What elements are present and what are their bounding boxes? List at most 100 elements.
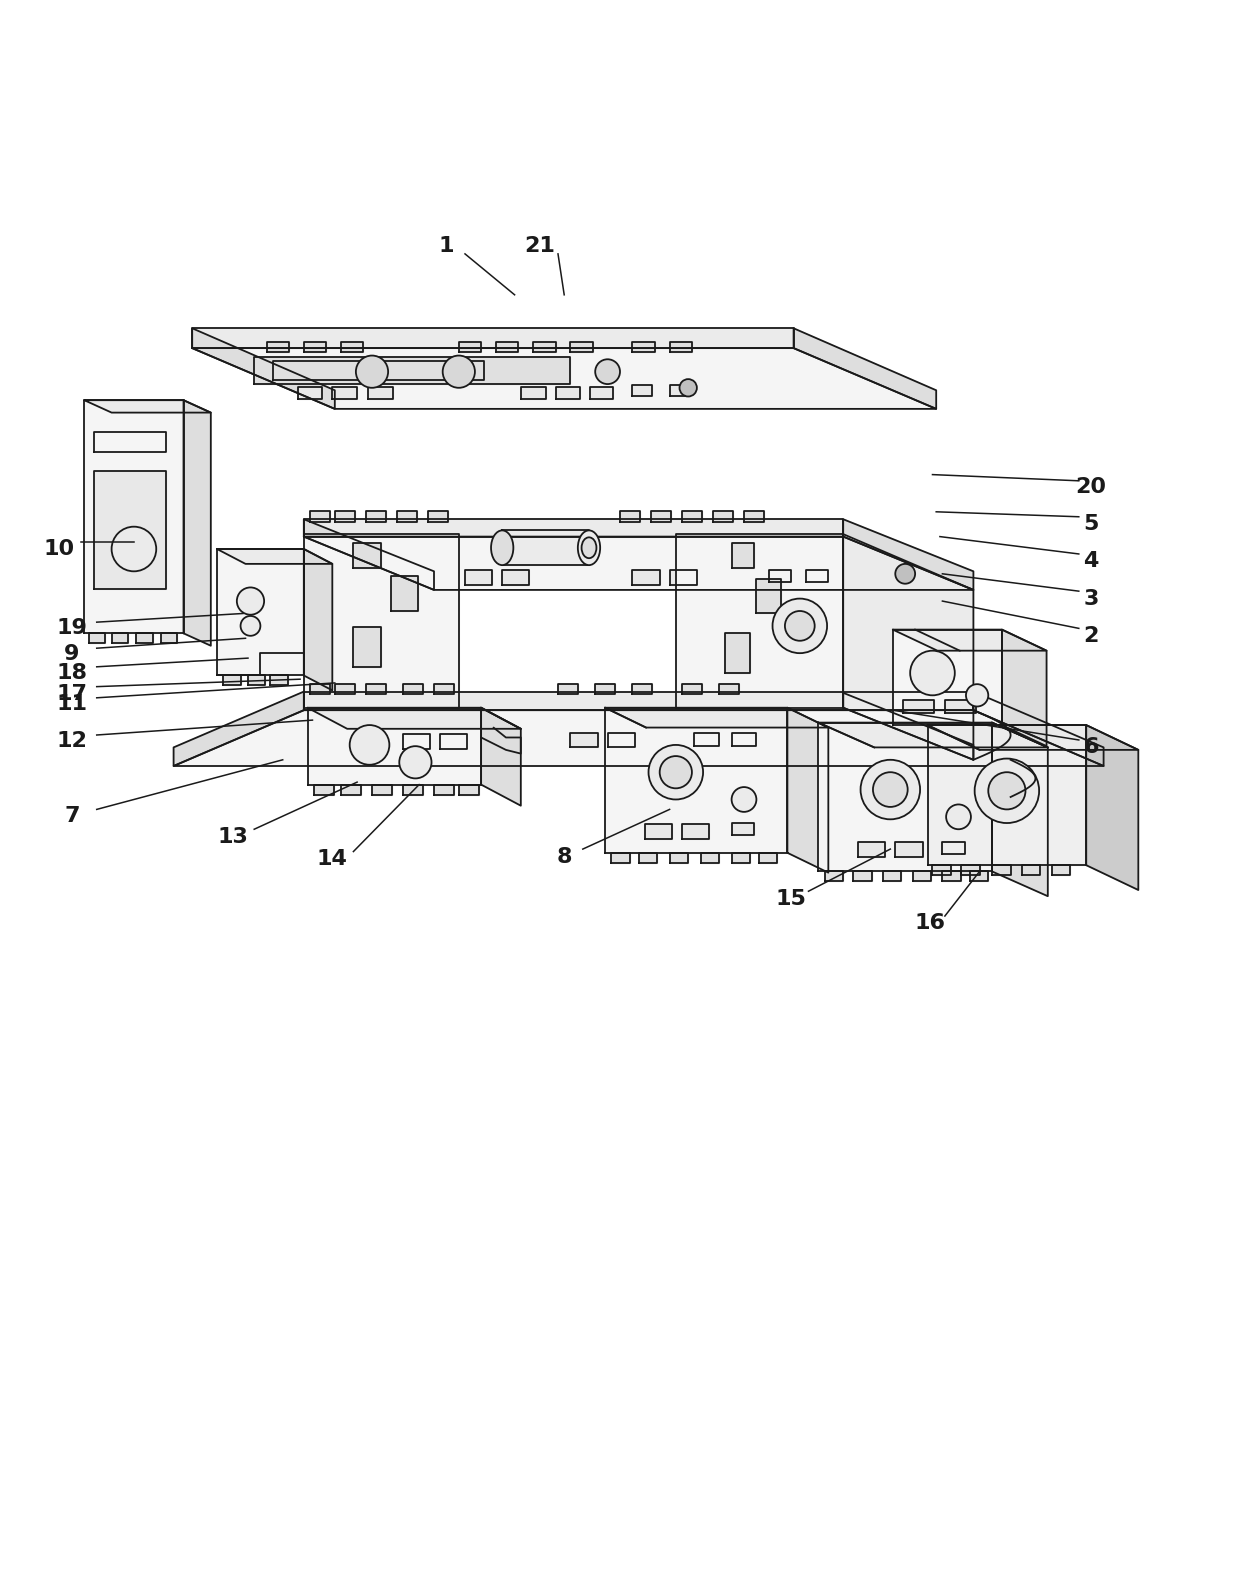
Polygon shape	[304, 534, 459, 708]
Polygon shape	[1002, 630, 1047, 746]
Polygon shape	[670, 343, 692, 352]
Circle shape	[660, 756, 692, 789]
Circle shape	[988, 771, 1025, 810]
Polygon shape	[732, 733, 756, 746]
Polygon shape	[403, 684, 423, 693]
Polygon shape	[913, 872, 931, 881]
Circle shape	[975, 759, 1039, 823]
Polygon shape	[335, 510, 355, 521]
Text: 13: 13	[218, 827, 248, 846]
Ellipse shape	[491, 531, 513, 566]
Circle shape	[910, 650, 955, 695]
Text: 4: 4	[1084, 552, 1099, 571]
Text: 21: 21	[525, 236, 554, 257]
Circle shape	[873, 771, 908, 807]
Polygon shape	[335, 684, 355, 693]
Polygon shape	[84, 400, 184, 633]
Circle shape	[966, 684, 988, 706]
Polygon shape	[732, 853, 750, 862]
Text: 12: 12	[57, 732, 87, 751]
Polygon shape	[372, 784, 392, 794]
Polygon shape	[341, 784, 361, 794]
Polygon shape	[725, 633, 750, 673]
Polygon shape	[267, 343, 289, 352]
Polygon shape	[843, 693, 973, 760]
Polygon shape	[192, 347, 936, 410]
Text: 15: 15	[776, 889, 806, 909]
Circle shape	[112, 526, 156, 571]
Polygon shape	[645, 824, 672, 838]
Polygon shape	[304, 537, 973, 590]
Polygon shape	[391, 577, 418, 611]
Polygon shape	[174, 692, 304, 767]
Text: 5: 5	[1084, 515, 1099, 534]
Polygon shape	[608, 733, 635, 748]
Polygon shape	[818, 722, 992, 872]
Polygon shape	[903, 700, 934, 713]
Text: 2: 2	[1084, 626, 1099, 646]
Text: 20: 20	[1076, 477, 1107, 497]
Polygon shape	[304, 520, 843, 537]
Polygon shape	[192, 328, 335, 410]
Polygon shape	[932, 866, 951, 875]
Polygon shape	[632, 386, 652, 397]
Polygon shape	[184, 400, 211, 646]
Circle shape	[443, 355, 475, 387]
Polygon shape	[521, 387, 546, 398]
Polygon shape	[744, 510, 764, 521]
Polygon shape	[787, 708, 828, 872]
Polygon shape	[308, 708, 521, 728]
Circle shape	[895, 564, 915, 583]
Polygon shape	[217, 548, 332, 564]
Polygon shape	[670, 386, 689, 397]
Polygon shape	[570, 343, 593, 352]
Text: 3: 3	[1084, 588, 1099, 609]
Polygon shape	[459, 784, 479, 794]
Polygon shape	[353, 544, 381, 567]
Text: 8: 8	[557, 846, 572, 867]
Polygon shape	[605, 708, 787, 853]
Polygon shape	[670, 571, 697, 585]
Polygon shape	[632, 571, 660, 585]
Polygon shape	[682, 684, 702, 693]
Polygon shape	[632, 343, 655, 352]
Polygon shape	[570, 733, 598, 748]
Polygon shape	[992, 866, 1011, 875]
Polygon shape	[161, 633, 177, 644]
Ellipse shape	[578, 531, 600, 566]
Polygon shape	[942, 872, 961, 881]
Circle shape	[785, 611, 815, 641]
Circle shape	[399, 746, 432, 778]
Polygon shape	[818, 722, 1048, 748]
Polygon shape	[84, 400, 211, 413]
Polygon shape	[341, 343, 363, 352]
Polygon shape	[304, 548, 332, 690]
Polygon shape	[843, 534, 973, 760]
Polygon shape	[639, 853, 657, 862]
Polygon shape	[1086, 725, 1138, 889]
Polygon shape	[434, 784, 454, 794]
Polygon shape	[192, 328, 794, 347]
Polygon shape	[595, 684, 615, 693]
Polygon shape	[304, 343, 326, 352]
Polygon shape	[496, 343, 518, 352]
Polygon shape	[670, 853, 688, 862]
Polygon shape	[928, 725, 1086, 866]
Circle shape	[732, 787, 756, 811]
Polygon shape	[112, 633, 128, 644]
Polygon shape	[590, 387, 613, 398]
Polygon shape	[620, 510, 640, 521]
Circle shape	[350, 725, 389, 765]
Circle shape	[237, 588, 264, 615]
Polygon shape	[632, 684, 652, 693]
Polygon shape	[502, 571, 529, 585]
Polygon shape	[403, 784, 423, 794]
Polygon shape	[853, 872, 872, 881]
Polygon shape	[843, 520, 973, 590]
Text: 14: 14	[317, 850, 347, 869]
Polygon shape	[174, 711, 1104, 767]
Circle shape	[946, 805, 971, 829]
Text: 6: 6	[1084, 738, 1099, 757]
Polygon shape	[676, 534, 843, 708]
Polygon shape	[223, 676, 241, 685]
